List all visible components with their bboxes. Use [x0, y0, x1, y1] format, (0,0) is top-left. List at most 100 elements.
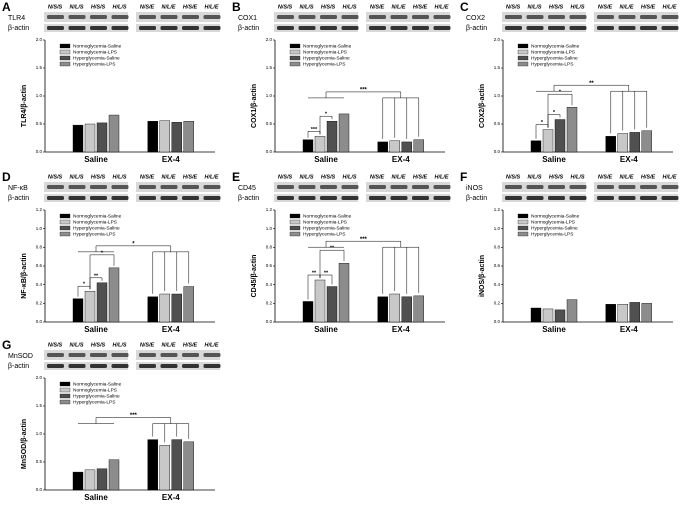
lane-label: H/S/S — [91, 174, 106, 180]
blot-band — [90, 364, 107, 368]
significance: ** — [324, 270, 329, 276]
bar — [84, 290, 96, 323]
legend-swatch — [59, 213, 71, 219]
blot-background — [136, 24, 220, 32]
panel-letter: C — [460, 0, 469, 14]
protein-label: CD45 — [238, 185, 256, 192]
blot-band — [661, 196, 679, 200]
blot-band — [390, 26, 408, 30]
y-axis-title: TLR4/β-actin — [21, 85, 28, 127]
bar — [338, 113, 350, 153]
blot-band — [182, 196, 199, 200]
blot-background — [44, 350, 128, 360]
y-tick-label: 0.6 — [36, 263, 43, 268]
legend-swatch — [59, 381, 71, 387]
protein-label: MnSOD — [8, 353, 33, 360]
lane-label: N/S/S — [506, 4, 521, 10]
bar — [147, 120, 159, 153]
y-tick-label: 0.8 — [266, 245, 273, 250]
blot-background — [44, 194, 128, 202]
blot-band — [369, 26, 386, 30]
bar — [314, 136, 326, 153]
lane-label: N/L/E — [619, 174, 633, 180]
x-tick-label: EX-4 — [392, 325, 410, 334]
y-tick-label: 0.0 — [36, 487, 43, 492]
bar — [617, 304, 629, 323]
blot-band — [320, 26, 337, 30]
significance: * — [101, 250, 104, 256]
blot-band — [526, 185, 544, 189]
legend-swatch — [59, 387, 71, 393]
y-tick-label: 0.0 — [494, 149, 501, 154]
bar — [641, 303, 653, 323]
blot-band — [160, 364, 178, 368]
significance: * — [83, 282, 86, 288]
lane-label: H/S/E — [183, 4, 198, 10]
bar — [389, 293, 401, 323]
lane-label: H/L/S — [342, 174, 356, 180]
blot-band — [640, 26, 657, 30]
bar — [159, 120, 171, 153]
lane-label: H/L/E — [662, 4, 676, 10]
legend-label: Normoglycemia-LPS — [73, 387, 117, 393]
protein-label: iNOS — [466, 185, 483, 192]
blot-band — [139, 185, 156, 189]
bar — [338, 262, 350, 323]
bar — [401, 296, 413, 323]
blot-background — [136, 194, 220, 202]
bar — [326, 120, 338, 153]
x-tick-label: Saline — [84, 155, 108, 164]
blot-band — [618, 196, 636, 200]
lane-label: N/L/E — [391, 4, 405, 10]
blot-band — [526, 196, 544, 200]
y-tick-label: 0.0 — [494, 319, 501, 324]
blot-band — [298, 185, 316, 189]
lane-label: H/S/E — [183, 174, 198, 180]
blot-band — [433, 196, 451, 200]
legend-label: Hyperglycemia-Saline — [73, 393, 120, 399]
actin-label: β-actin — [8, 25, 29, 32]
blot-band — [160, 26, 178, 30]
blot-band — [277, 196, 294, 200]
legend-label: Hyperglycemia-Saline — [531, 225, 578, 231]
y-tick-label: 1.0 — [494, 226, 501, 231]
blot-band — [661, 185, 679, 189]
legend-swatch — [517, 43, 529, 49]
y-tick-label: 2.0 — [494, 37, 501, 42]
lane-label: N/L/S — [69, 342, 83, 348]
blot-band — [341, 185, 359, 189]
legend-label: Normoglycemia-LPS — [303, 219, 347, 225]
blot-band — [111, 26, 129, 30]
blot-band — [412, 26, 429, 30]
legend-swatch — [59, 231, 71, 237]
blot-band — [640, 185, 657, 189]
y-tick-label: 0.2 — [266, 301, 273, 306]
blot-band — [90, 185, 107, 189]
significance: ** — [589, 81, 594, 87]
blot-band — [390, 196, 408, 200]
blot-band — [47, 26, 64, 30]
legend-label: Hyperglycemia-Saline — [73, 225, 120, 231]
lane-label: H/L/E — [434, 4, 448, 10]
y-tick-label: 0.4 — [36, 282, 43, 287]
legend-swatch — [59, 43, 71, 49]
lane-label: H/S/E — [641, 174, 656, 180]
bar — [401, 141, 413, 153]
y-tick-label: 1.0 — [266, 93, 273, 98]
blot-background — [594, 194, 678, 202]
blot-band — [412, 196, 429, 200]
blot-band — [160, 196, 178, 200]
legend-label: Normoglycemia-Saline — [73, 43, 122, 49]
y-axis-title: MnSOD/β-actin — [21, 419, 28, 469]
y-tick-label: 0.5 — [36, 121, 43, 126]
blot-background — [136, 350, 220, 360]
legend-swatch — [59, 399, 71, 405]
actin-label: β-actin — [466, 195, 487, 202]
legend-label: Hyperglycemia-LPS — [531, 231, 573, 237]
blot-background — [274, 24, 358, 32]
significance: *** — [130, 413, 138, 419]
lane-label: H/S/E — [413, 4, 428, 10]
